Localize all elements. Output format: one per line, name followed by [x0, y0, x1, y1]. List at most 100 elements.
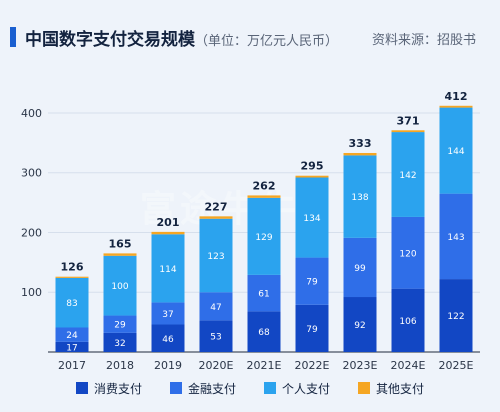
x-tick-label: 2020E [199, 359, 234, 372]
bar-segment [151, 234, 185, 303]
bar-segment [151, 302, 185, 325]
chart-unit: （单位：万亿元人民币） [195, 34, 339, 49]
bar-segment [55, 327, 89, 342]
bar-segment [295, 177, 329, 258]
x-tick-label: 2022E [295, 359, 330, 372]
bar-segment [391, 288, 425, 352]
y-tick-label: 400 [21, 107, 42, 120]
x-tick-label: 2024E [391, 359, 426, 372]
bar-segment-label: 142 [399, 171, 416, 181]
bar-segment [103, 332, 137, 352]
legend-label: 消费支付 [93, 381, 142, 396]
chart-source: 资料来源：招股书 [371, 33, 476, 48]
bar-total-label: 262 [253, 179, 276, 192]
chart-legend: 消费支付 金融支付 个人支付 其他支付 [0, 378, 500, 398]
legend-swatch [358, 382, 371, 394]
bar-segment-label: 53 [210, 333, 221, 343]
legend-item: 金融支付 [169, 378, 236, 398]
bar-segment [247, 197, 281, 275]
bar-segment [343, 297, 377, 352]
legend-label: 金融支付 [187, 381, 236, 396]
bar-total-label: 371 [397, 114, 420, 127]
bar-segment-label: 47 [210, 303, 221, 313]
bar-segment-label: 129 [255, 233, 272, 243]
bar-segment [103, 315, 137, 333]
x-tick-label: 2019 [154, 359, 182, 372]
bar-segment-label: 99 [354, 264, 366, 274]
bar-segment [295, 304, 329, 352]
bar-segment [391, 132, 425, 217]
bar-segment [199, 218, 233, 293]
bar-segment-label: 79 [306, 278, 318, 288]
bar-segment-label: 114 [159, 265, 176, 275]
bar-segment-label: 29 [114, 321, 126, 331]
bar-segment [55, 276, 89, 278]
bar-segment [343, 237, 377, 298]
bar-segment [343, 155, 377, 238]
title-accent-bar [10, 27, 16, 47]
bar-segment [439, 279, 473, 352]
bar-segment-label: 123 [207, 252, 224, 262]
y-tick-label: 100 [21, 286, 42, 299]
bar-segment [151, 231, 185, 235]
bar-segment-label: 37 [162, 310, 173, 320]
bar-segment [55, 341, 89, 352]
chart-header: 中国数字支付交易规模（单位：万亿元人民币） 资料来源：招股书 [0, 0, 500, 78]
bar-total-label: 333 [349, 137, 372, 150]
bar-segment [199, 292, 233, 321]
bar-segment-label: 24 [66, 331, 78, 341]
legend-item: 消费支付 [75, 378, 142, 398]
bar-segment-label: 17 [66, 343, 77, 353]
bar-segment [247, 274, 281, 312]
legend-label: 个人支付 [282, 381, 331, 396]
bar-total-label: 412 [445, 90, 468, 103]
y-tick-label: 300 [21, 167, 42, 180]
bar-segment-label: 100 [111, 282, 128, 292]
x-tick-label: 2018 [106, 359, 134, 372]
legend-swatch [264, 382, 276, 394]
y-tick-label: 200 [21, 226, 42, 239]
chart-title-text: 中国数字支付交易规模 [25, 30, 195, 50]
legend-label: 其他支付 [376, 381, 425, 396]
bar-segment-label: 120 [399, 249, 416, 259]
bar-segment-label: 106 [399, 317, 416, 327]
bar-segment [103, 255, 137, 316]
bar-segment [295, 257, 329, 305]
bar-segment-label: 134 [303, 214, 320, 224]
x-tick-label: 2025E [439, 359, 474, 372]
bar-total-label: 201 [157, 216, 180, 229]
bar-segment-label: 32 [114, 339, 125, 349]
bar-segment [391, 216, 425, 289]
x-tick-label: 2023E [343, 359, 378, 372]
bar-segment [439, 107, 473, 194]
bar-segment [199, 320, 233, 352]
bar-segment-label: 61 [258, 290, 269, 300]
x-tick-label: 2021E [247, 359, 282, 372]
bar-segment-label: 138 [351, 193, 368, 203]
legend-swatch [169, 382, 182, 394]
bar-total-label: 165 [109, 237, 132, 250]
legend-item: 其他支付 [358, 378, 424, 398]
bar-segment [439, 193, 473, 280]
bar-segment-label: 122 [447, 312, 464, 322]
bar-segment-label: 144 [447, 147, 464, 157]
bar-segment [391, 130, 425, 133]
bar-segment-label: 79 [306, 325, 318, 335]
chart-title: 中国数字支付交易规模（单位：万亿元人民币） [25, 25, 338, 50]
x-tick-label: 2017 [58, 359, 86, 372]
legend-item: 个人支付 [264, 378, 330, 398]
bar-total-label: 227 [205, 200, 228, 213]
bar-segment-label: 83 [66, 299, 77, 309]
bar-total-label: 126 [61, 261, 84, 274]
bar-segment [295, 175, 329, 178]
bar-segment [103, 253, 137, 256]
bar-segment-label: 143 [447, 233, 464, 243]
bar-segment [439, 105, 473, 108]
bar-segment-label: 92 [354, 321, 365, 331]
legend-swatch [75, 382, 88, 394]
bar-segment-label: 68 [258, 328, 270, 338]
bar-segment [247, 311, 281, 352]
bar-segment [55, 277, 89, 328]
bar-segment [151, 324, 185, 352]
